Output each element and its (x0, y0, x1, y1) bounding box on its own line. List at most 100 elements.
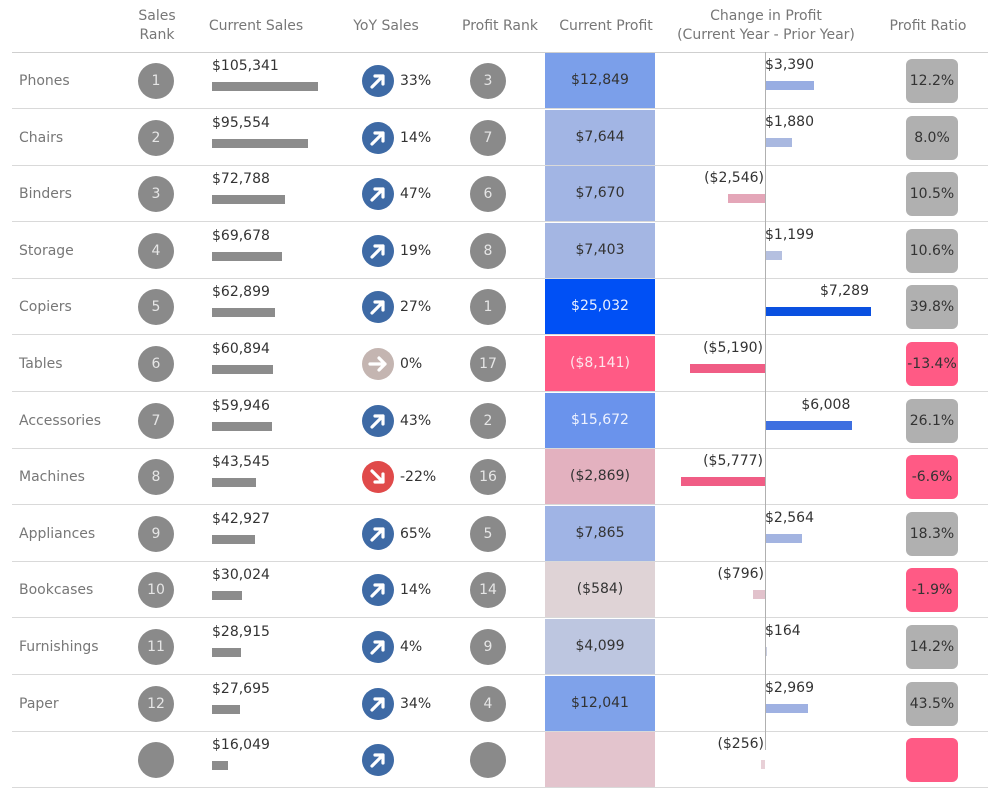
sales-rank-badge: 4 (138, 232, 174, 269)
header-change-in-profit[interactable]: Change in Profit (Current Year - Prior Y… (677, 8, 855, 43)
change-in-profit-bar (765, 250, 783, 260)
change-in-profit-value: ($796) (717, 566, 764, 583)
arrow-right-icon (362, 348, 394, 380)
category-label: Machines (19, 469, 85, 486)
arrow-up-right-icon (362, 574, 394, 607)
sales-rank-badge: 2 (138, 119, 174, 156)
row-divider (12, 108, 988, 109)
current-sales-value: $30,024 (212, 567, 270, 584)
table-row[interactable]: Machines 8 $43,545 -22% 16 ($2,869) ($5,777) -6… (0, 449, 1000, 506)
current-profit-cell: $25,032 (545, 279, 655, 335)
current-sales-value: $69,678 (212, 227, 270, 244)
profit-rank-badge: 8 (470, 232, 506, 269)
current-sales-value: $42,927 (212, 510, 270, 527)
current-sales-bar (212, 138, 309, 148)
table-row[interactable]: Appliances 9 $42,927 65% 5 $7,865 $2,564 18.3% (0, 505, 1000, 562)
row-divider (12, 221, 988, 223)
yoy-sales-value: 65% (400, 525, 432, 542)
arrow-up-right-icon (362, 65, 394, 97)
table-row[interactable]: Chairs 2 $95,554 14% 7 $7,644 $1,880 8.0% (0, 109, 1000, 166)
current-sales-bar (212, 591, 243, 601)
change-in-profit-bar (680, 477, 765, 487)
category-label: Furnishings (19, 639, 99, 655)
current-sales-value: $62,899 (212, 284, 270, 301)
current-profit-cell: $7,644 (545, 109, 655, 165)
table-row[interactable]: Paper 12 $27,695 34% 4 $12,041 $2,969 43.5% (0, 675, 1000, 732)
current-profit-cell: ($584) (545, 562, 655, 618)
current-profit-cell (545, 732, 655, 788)
table-row[interactable]: Furnishings 11 $28,915 4% 9 $4,099 $164 14.2% (0, 619, 1000, 675)
table-row[interactable]: Accessories 7 $59,946 43% 2 $15,672 $6,008 26.1… (0, 392, 1000, 449)
arrow-up-right-icon (362, 517, 394, 550)
change-in-profit-bar (765, 533, 803, 543)
change-in-profit-value: $2,564 (765, 509, 814, 526)
change-in-profit-bar (765, 703, 809, 713)
arrow-down-right-icon (362, 461, 394, 494)
row-divider (12, 617, 988, 619)
table-row[interactable]: $16,049 ($256) (0, 732, 1000, 788)
profit-rank-badge: 5 (470, 515, 506, 552)
category-performance-table: Sales Rank Current Sales YoY Sales Profi… (0, 8, 1000, 788)
sales-rank-badge: 6 (138, 346, 174, 382)
current-profit-cell: $12,041 (545, 675, 655, 731)
arrow-up-right-icon (362, 404, 394, 437)
current-sales-bar (212, 251, 283, 261)
profit-ratio-badge: -1.9% (906, 568, 958, 613)
current-sales-bar (212, 704, 240, 714)
profit-rank-badge: 16 (470, 459, 506, 496)
current-sales-bar (212, 195, 286, 205)
change-in-profit-bar (765, 307, 871, 317)
table-row[interactable]: Bookcases 10 $30,024 14% 14 ($584) ($796) -1.9% (0, 562, 1000, 619)
table-row[interactable]: Storage 4 $69,678 19% 8 $7,403 $1,199 10.6% (0, 222, 1000, 279)
yoy-sales-value: 14% (400, 582, 432, 599)
profit-ratio-badge: 43.5% (906, 681, 958, 726)
profit-rank-badge: 4 (470, 685, 506, 722)
profit-rank-badge: 6 (470, 176, 506, 213)
current-sales-bar (212, 82, 318, 91)
profit-rank-badge: 14 (470, 572, 506, 609)
change-in-profit-value: $6,008 (801, 396, 851, 413)
yoy-sales-value: 47% (400, 186, 432, 203)
category-label: Copiers (19, 299, 72, 316)
change-in-profit-value: ($2,546) (704, 170, 764, 187)
row-divider (12, 504, 988, 506)
yoy-sales-value: 14% (400, 129, 432, 146)
current-sales-value: $28,915 (212, 624, 270, 640)
header-profit-rank[interactable]: Profit Rank (462, 17, 538, 34)
change-in-profit-value: ($5,777) (703, 453, 763, 470)
sales-rank-badge: 5 (138, 289, 174, 326)
arrow-up-right-icon (362, 687, 394, 720)
header-sales-rank[interactable]: Sales Rank (138, 8, 176, 43)
yoy-sales-value: 19% (400, 242, 432, 259)
row-divider (12, 391, 988, 392)
change-in-profit-value: ($5,190) (703, 340, 763, 356)
profit-ratio-badge (906, 738, 958, 783)
profit-ratio-badge: 12.2% (906, 59, 958, 103)
change-in-profit-bar (761, 760, 765, 770)
arrow-up-right-icon (362, 234, 394, 267)
profit-ratio-badge: -6.6% (906, 455, 958, 500)
sales-rank-badge: 3 (138, 176, 174, 213)
header-current-sales[interactable]: Current Sales (208, 17, 304, 34)
header-current-profit[interactable]: Current Profit (559, 17, 653, 34)
header-yoy-sales[interactable]: YoY Sales (353, 17, 419, 34)
current-profit-cell: $7,403 (545, 222, 655, 278)
current-sales-value: $60,894 (212, 341, 270, 357)
profit-rank-badge: 1 (470, 289, 506, 326)
table-row[interactable]: Binders 3 $72,788 47% 6 $7,670 ($2,546) 10.5% (0, 166, 1000, 223)
profit-rank-badge: 9 (470, 629, 506, 665)
profit-ratio-badge: 14.2% (906, 625, 958, 669)
table-row[interactable]: Tables 6 $60,894 0% 17 ($8,141) ($5,190) -13.4% (0, 336, 1000, 392)
row-divider (12, 730, 988, 732)
change-in-profit-value: $1,880 (765, 113, 814, 130)
row-divider (12, 164, 988, 166)
header-profit-ratio[interactable]: Profit Ratio (889, 17, 967, 34)
profit-rank-badge: 2 (470, 402, 506, 439)
current-sales-bar (212, 648, 242, 657)
change-in-profit-value: $3,390 (765, 57, 814, 73)
table-row[interactable]: Copiers 5 $62,899 27% 1 $25,032 $7,289 39.8% (0, 279, 1000, 336)
header-divider (12, 52, 988, 53)
table-row[interactable]: Phones 1 $105,341 33% 3 $12,849 $3,390 12.2% (0, 53, 1000, 109)
category-label: Phones (19, 73, 70, 89)
current-sales-bar (212, 365, 274, 374)
